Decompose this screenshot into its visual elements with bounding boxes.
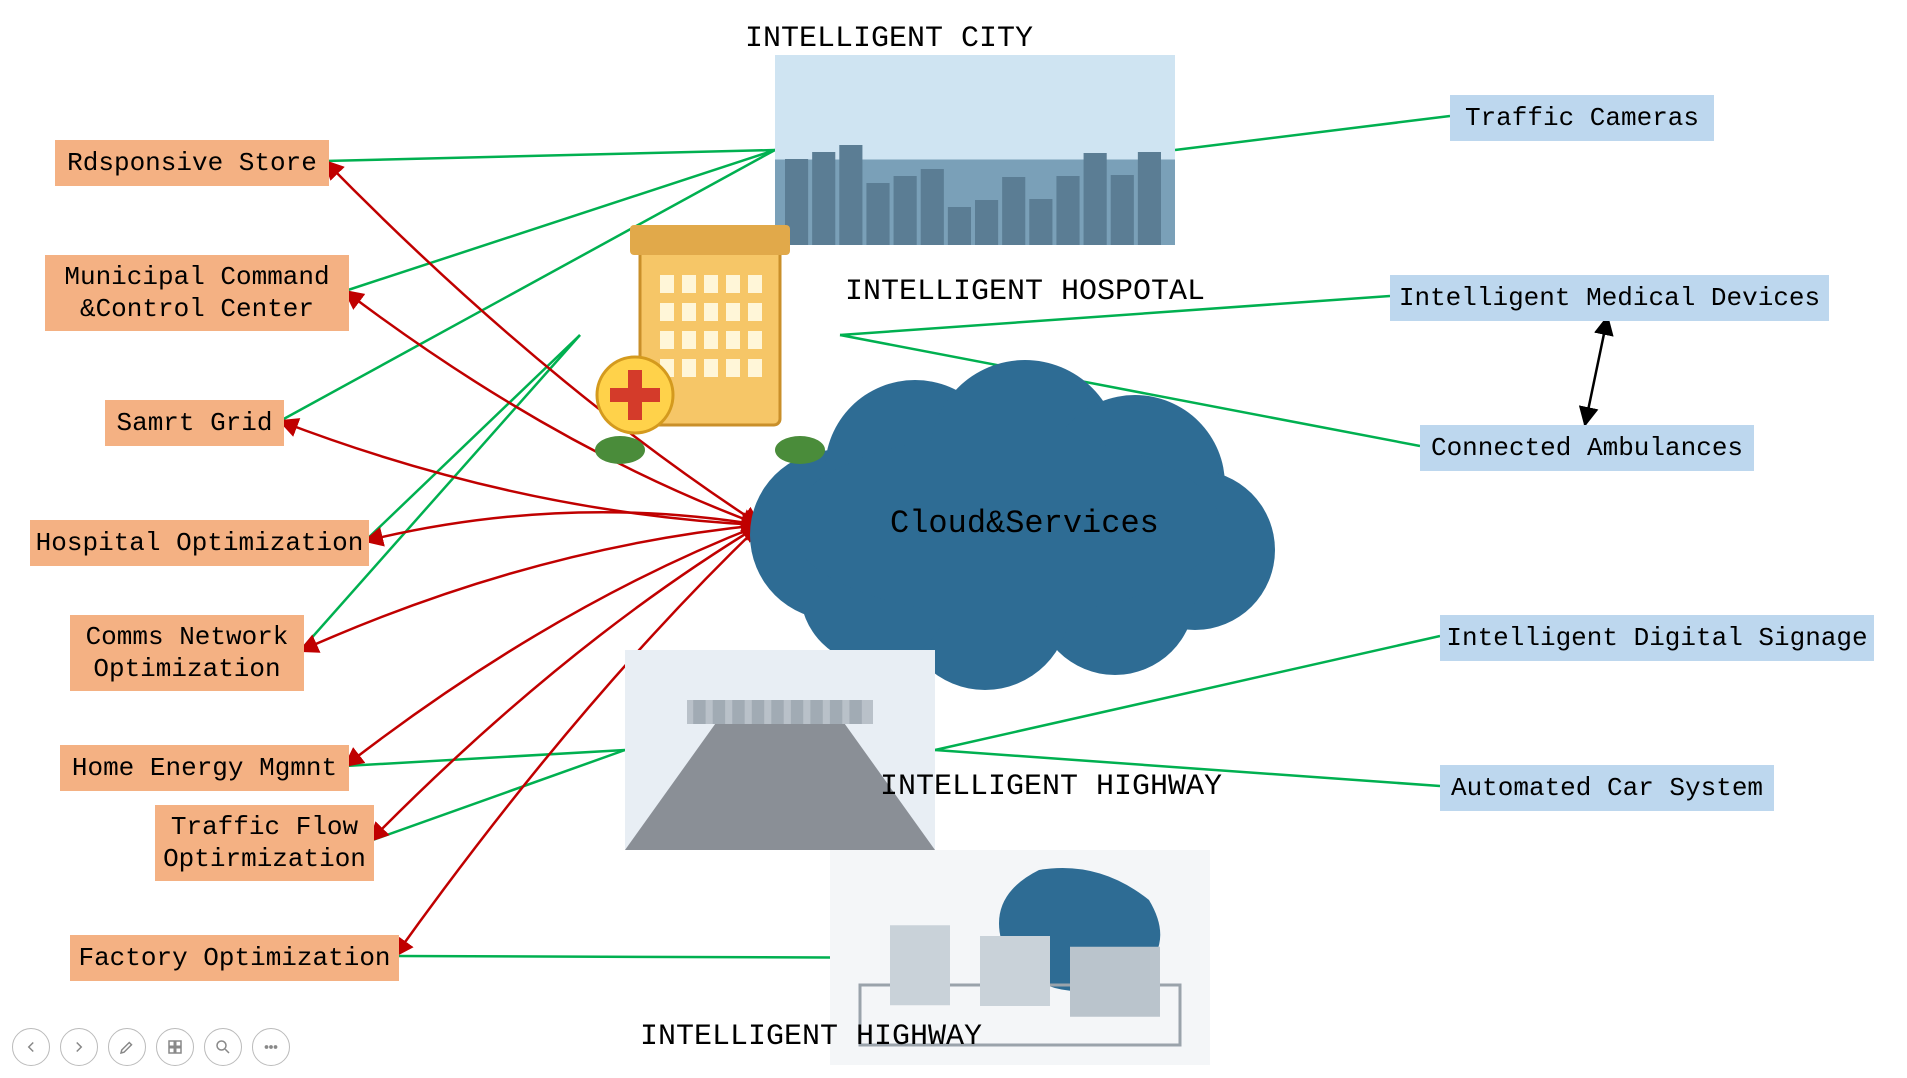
title-intelligent-highway: INTELLIGENT HIGHWAY xyxy=(880,770,1222,804)
box-digital-signage: Intelligent Digital Signage xyxy=(1440,615,1874,661)
label: Home Energy Mgmnt xyxy=(72,752,337,785)
box-smart-grid: Samrt Grid xyxy=(105,400,284,446)
label: Intelligent Medical Devices xyxy=(1399,282,1820,315)
label: Connected Ambulances xyxy=(1431,432,1743,465)
box-hospital-opt: Hospital Optimization xyxy=(30,520,369,566)
box-traffic-flow: Traffic Flow Optirmization xyxy=(155,805,374,881)
box-command-center: Municipal Command &Control Center xyxy=(45,255,349,331)
label: Rdsponsive Store xyxy=(67,147,317,180)
label: Factory Optimization xyxy=(78,942,390,975)
label: Comms Network Optimization xyxy=(86,621,289,686)
box-traffic-cameras: Traffic Cameras xyxy=(1450,95,1714,141)
box-comms-opt: Comms Network Optimization xyxy=(70,615,304,691)
zoom-button[interactable] xyxy=(204,1028,242,1066)
cloud-label: Cloud&Services xyxy=(890,505,1159,542)
box-connected-ambulances: Connected Ambulances xyxy=(1420,425,1754,471)
label: Traffic Flow Optirmization xyxy=(163,811,366,876)
title-intelligent-factory: INTELLIGENT HIGHWAY xyxy=(640,1020,982,1054)
title-intelligent-city: INTELLIGENT CITY xyxy=(745,22,1033,56)
more-button[interactable] xyxy=(252,1028,290,1066)
next-slide-button[interactable] xyxy=(60,1028,98,1066)
box-home-energy: Home Energy Mgmnt xyxy=(60,745,349,791)
box-medical-devices: Intelligent Medical Devices xyxy=(1390,275,1829,321)
label: Hospital Optimization xyxy=(36,527,364,560)
title-intelligent-hospital: INTELLIGENT HOSPOTAL xyxy=(845,275,1205,309)
box-auto-car: Automated Car System xyxy=(1440,765,1774,811)
box-factory-opt: Factory Optimization xyxy=(70,935,399,981)
label: Municipal Command &Control Center xyxy=(64,261,329,326)
view-button[interactable] xyxy=(156,1028,194,1066)
label: Traffic Cameras xyxy=(1465,102,1699,135)
label: Samrt Grid xyxy=(116,407,272,440)
slide-toolbar xyxy=(12,1028,290,1066)
label: Intelligent Digital Signage xyxy=(1446,622,1867,655)
label: Automated Car System xyxy=(1451,772,1763,805)
prev-slide-button[interactable] xyxy=(12,1028,50,1066)
box-responsive-store: Rdsponsive Store xyxy=(55,140,329,186)
pen-button[interactable] xyxy=(108,1028,146,1066)
